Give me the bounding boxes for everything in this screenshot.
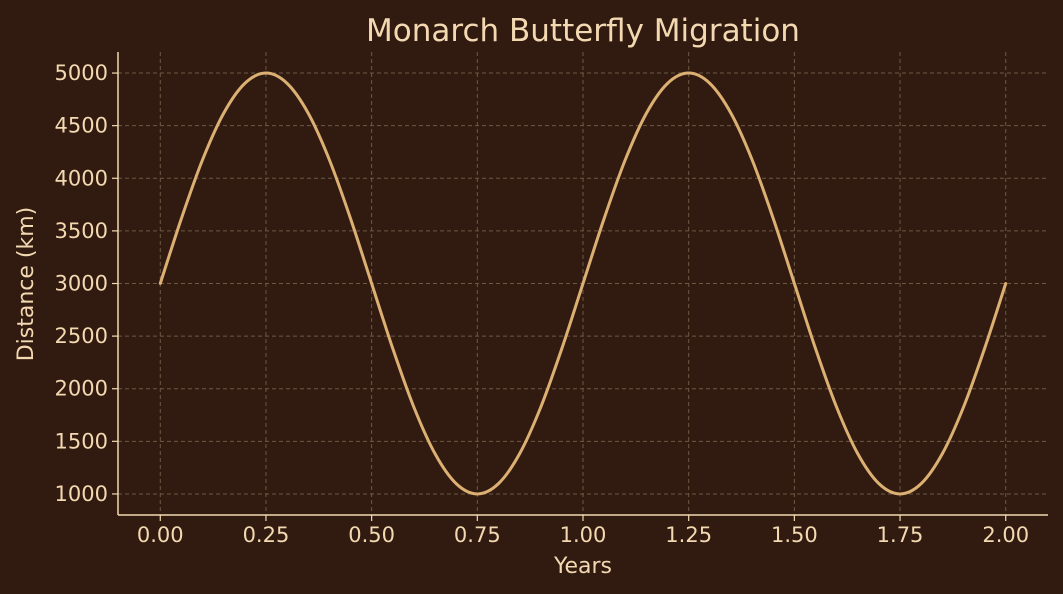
x-tick-label-3: 0.75: [454, 523, 501, 547]
x-tick-label-7: 1.75: [877, 523, 924, 547]
plot-area: [158, 71, 1008, 496]
x-tick-label-6: 1.50: [771, 523, 818, 547]
x-tick-label-2: 0.50: [348, 523, 395, 547]
y-tick-label-4: 3000: [55, 272, 108, 296]
x-axis-label: Years: [553, 554, 612, 579]
y-tick-label-8: 5000: [55, 61, 108, 85]
x-tick-label-1: 0.25: [243, 523, 290, 547]
x-tick-label-5: 1.25: [665, 523, 712, 547]
y-tick-label-3: 2500: [55, 324, 108, 348]
grid: [118, 52, 1048, 515]
y-tick-label-1: 1500: [55, 429, 108, 453]
axes: [112, 52, 1048, 521]
x-tick-label-8: 2.00: [982, 523, 1029, 547]
chart-title: Monarch Butterfly Migration: [366, 13, 800, 49]
tick-labels: 0.00 0.25 0.50 0.75 1.00 1.25 1.50 1.75 2.00 1000…: [55, 61, 1030, 547]
y-tick-label-6: 4000: [55, 166, 108, 190]
y-tick-label-5: 3500: [55, 219, 108, 243]
y-tick-label-0: 1000: [55, 482, 108, 506]
y-tick-label-2: 2000: [55, 377, 108, 401]
y-axis-label: Distance (km): [14, 207, 39, 362]
x-tick-label-4: 1.00: [560, 523, 607, 547]
series-line-0: [158, 71, 1008, 496]
y-tick-label-7: 4500: [55, 114, 108, 138]
x-tick-label-0: 0.00: [137, 523, 184, 547]
